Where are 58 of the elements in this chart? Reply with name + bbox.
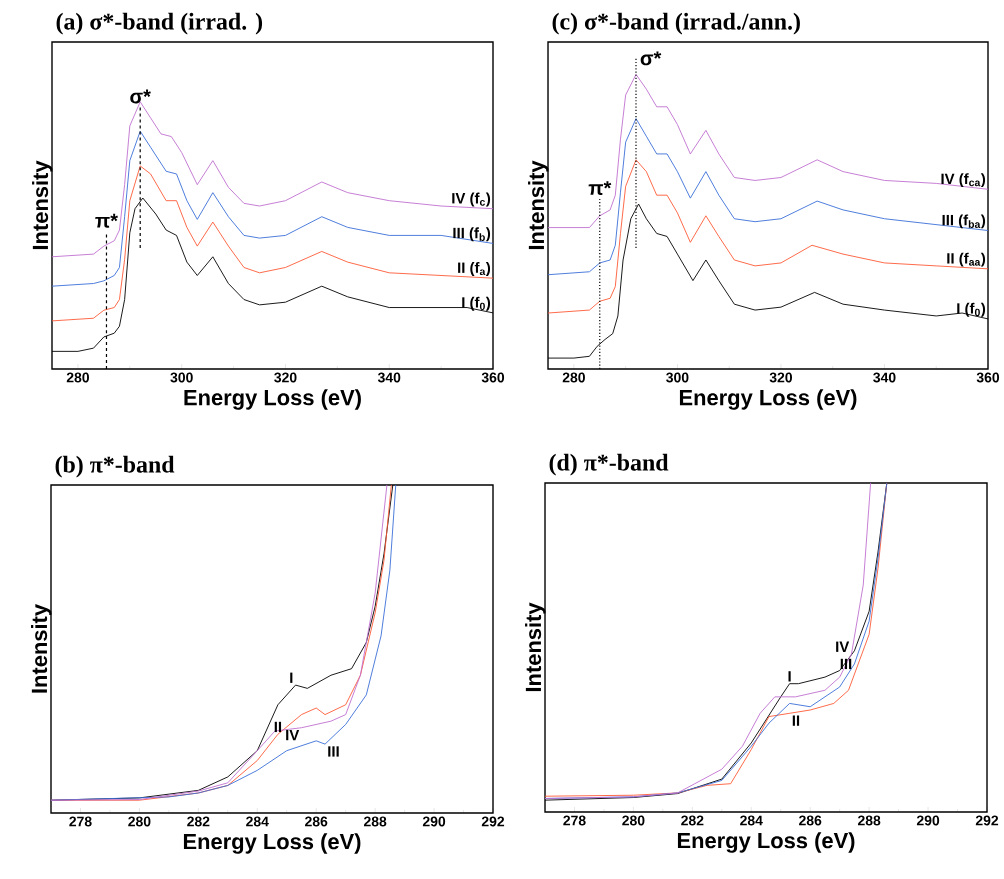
ref-line-label: σ* [640, 51, 662, 66]
x-tick-label: 292 [975, 815, 999, 826]
series-label: IV [286, 729, 300, 741]
series-label: II (f$_{a}$) [458, 262, 491, 276]
x-tick-label: 288 [857, 815, 881, 826]
series-label: II (f$_{aa}$) [947, 252, 986, 267]
x-tick-label: 300 [170, 372, 193, 383]
y-axis-title: Intensity [528, 160, 549, 250]
ref-line-label: π* [588, 181, 612, 196]
x-tick-label: 286 [799, 815, 822, 826]
x-axis-title: Energy Loss (eV) [677, 832, 855, 853]
ref-line-label: σ* [130, 89, 151, 104]
x-tick-label: 278 [69, 816, 92, 827]
x-tick-label: 288 [363, 816, 387, 827]
ref-line-label: π* [95, 213, 118, 228]
x-tick-label: 280 [128, 816, 151, 827]
series-label: I (f$_{0}$) [462, 296, 491, 311]
x-axis-title: Energy Loss (eV) [183, 833, 361, 854]
x-tick-label: 284 [246, 816, 269, 827]
series-label: IV (f$_{ca}$) [941, 173, 986, 188]
x-tick-label: 280 [66, 372, 89, 383]
x-tick-label: 290 [916, 815, 940, 826]
series-label: III [840, 658, 852, 670]
series-label: I [290, 672, 293, 683]
x-tick-label: 360 [976, 372, 1000, 383]
x-tick-label: 284 [740, 815, 763, 826]
chart-title: (c) σ*-band (irrad./ann.) [552, 12, 800, 35]
x-tick-label: 300 [666, 372, 689, 383]
x-tick-label: 320 [274, 372, 297, 383]
x-tick-label: 278 [563, 815, 586, 826]
x-tick-label: 282 [681, 815, 704, 826]
x-tick-label: 360 [481, 372, 505, 383]
chart-title: (b) π*-band [55, 455, 175, 478]
chart-title: (d) π*-band [549, 453, 669, 476]
series-label: II [274, 721, 282, 733]
chart-title: (a) σ*-band (irrad. ) [56, 12, 263, 35]
y-axis-title: Intensity [31, 604, 52, 693]
x-axis-title: Energy Loss (eV) [679, 389, 857, 410]
y-axis-title: Intensity [525, 602, 546, 692]
x-tick-label: 340 [377, 372, 401, 383]
x-tick-label: 280 [622, 815, 645, 826]
series-label: III (f$_{ba}$) [942, 214, 986, 229]
x-axis-title: Energy Loss (eV) [184, 389, 361, 410]
series-label: III (f$_{b}$) [453, 227, 491, 242]
x-tick-label: 290 [422, 816, 446, 827]
x-tick-label: 286 [305, 816, 328, 827]
x-tick-label: 282 [187, 816, 210, 827]
series-label: II [792, 715, 800, 726]
x-tick-label: 320 [769, 372, 793, 383]
series-label: I [788, 671, 791, 682]
series-label: IV (f$_{c}$) [452, 192, 491, 207]
x-tick-label: 292 [481, 816, 505, 827]
x-tick-label: 340 [873, 372, 896, 383]
series-label: IV [836, 641, 850, 652]
y-axis-title: Intensity [32, 160, 53, 250]
x-tick-label: 280 [562, 372, 585, 383]
series-label: I (f$_{0}$) [957, 302, 986, 317]
series-label: III [328, 746, 339, 757]
